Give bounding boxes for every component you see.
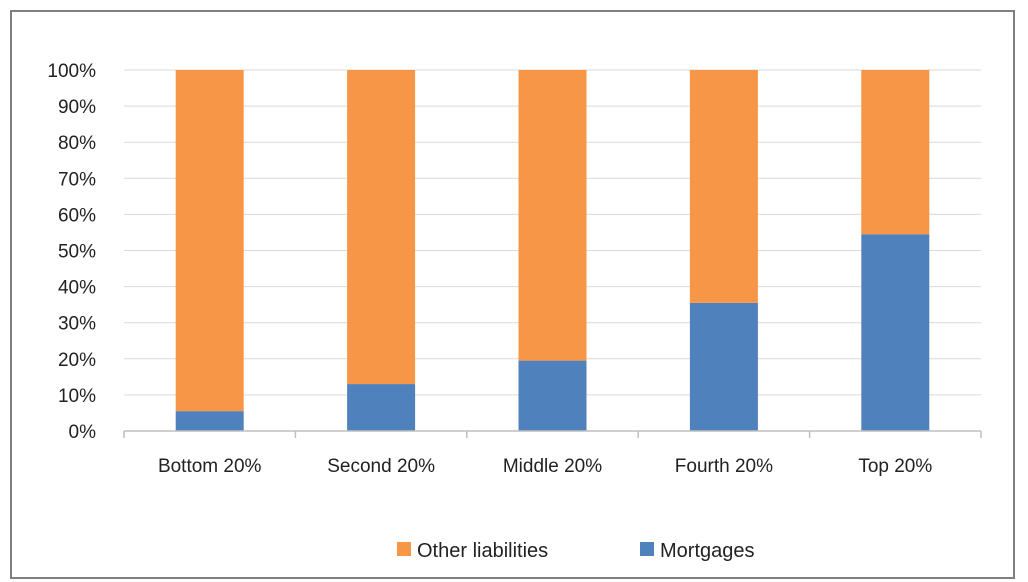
bar-segment (347, 70, 416, 385)
y-tick-label: 20% (58, 350, 96, 371)
x-tick-label: Fourth 20% (675, 456, 773, 477)
bar-segment (689, 302, 758, 431)
bar-segment (175, 411, 244, 431)
bar-segment (689, 70, 758, 303)
legend: Other liabilities Mortgages (397, 540, 755, 562)
legend-label: Mortgages (660, 540, 755, 562)
y-tick-label: 50% (58, 242, 96, 263)
bar-segment (518, 70, 587, 361)
x-tick-label: Middle 20% (503, 456, 602, 477)
axes: 0% 10% 20% 30% 40% 50% 60% 70% 80% 90% 100% Bottom … (47, 61, 982, 477)
y-tick-label: 40% (58, 278, 96, 299)
bar-segment (518, 360, 587, 431)
bar-segment (347, 384, 416, 431)
legend-swatch (397, 542, 411, 556)
stacked-bar-chart: 0% 10% 20% 30% 40% 50% 60% 70% 80% 90% 100% Bottom … (47, 61, 982, 562)
bar-segment (861, 70, 930, 235)
y-tick-label: 70% (58, 169, 96, 190)
y-tick-label: 10% (58, 386, 96, 407)
y-tick-label: 100% (47, 61, 96, 82)
bars (175, 70, 930, 431)
y-tick-label: 30% (58, 314, 96, 335)
y-tick-label: 80% (58, 133, 96, 154)
y-tick-label: 60% (58, 205, 96, 226)
x-tick-label: Bottom 20% (158, 456, 262, 477)
x-tick-label: Second 20% (327, 456, 435, 477)
chart-frame: 0% 10% 20% 30% 40% 50% 60% 70% 80% 90% 100% Bottom … (10, 10, 1015, 579)
y-tick-label: 90% (58, 97, 96, 118)
legend-label: Other liabilities (417, 540, 548, 562)
y-tick-label: 0% (69, 422, 97, 443)
bar-segment (175, 70, 244, 412)
x-tick-label: Top 20% (858, 456, 932, 477)
legend-swatch (640, 542, 654, 556)
bar-segment (861, 234, 930, 431)
